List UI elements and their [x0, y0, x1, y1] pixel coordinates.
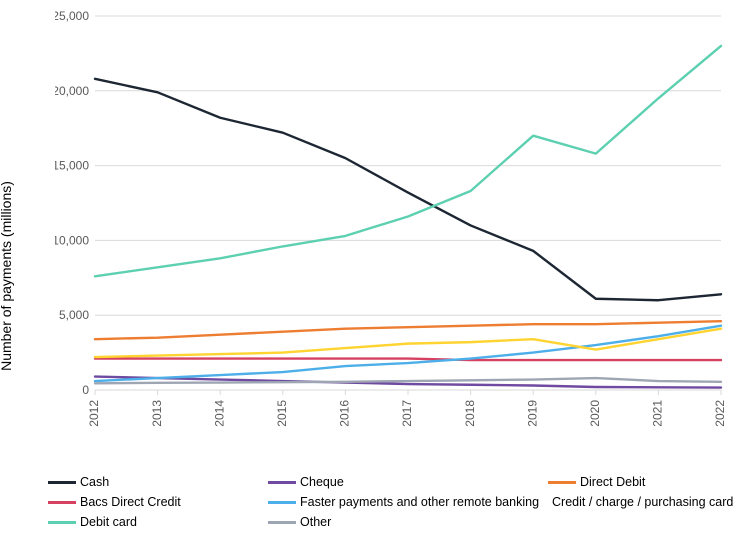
- legend-swatch: [268, 481, 296, 484]
- y-tick-label: 15,000: [55, 159, 89, 173]
- legend-label: Cheque: [300, 475, 344, 489]
- legend-item: Credit / charge / purchasing card: [548, 495, 728, 509]
- legend-item: Debit card: [48, 515, 268, 529]
- x-tick-label: 2015: [275, 400, 289, 427]
- x-tick-label: 2022: [713, 400, 727, 427]
- x-tick-label: 2016: [338, 400, 352, 427]
- legend-item: Cash: [48, 475, 268, 489]
- plot-area: 0 5,000 10,000 15,000 20,000 25,000 2012 2013 20…: [55, 10, 731, 440]
- x-tick-label: 2013: [150, 400, 164, 427]
- legend-swatch: [268, 501, 296, 504]
- legend-swatch: [548, 481, 576, 484]
- legend-label: Debit card: [80, 515, 137, 529]
- legend-swatch: [48, 521, 76, 524]
- x-tick-label: 2021: [651, 400, 665, 427]
- x-tick-label: 2019: [525, 400, 539, 427]
- legend-label: Bacs Direct Credit: [80, 495, 181, 509]
- y-tick-label: 25,000: [55, 10, 89, 23]
- x-tick-label: 2020: [588, 400, 602, 427]
- x-tick-label: 2017: [400, 400, 414, 427]
- chart-container: Number of payments (millions) 0 5,000 10,0…: [0, 0, 742, 551]
- legend-swatch: [48, 501, 76, 504]
- legend-item: Cheque: [268, 475, 548, 489]
- y-tick-label: 20,000: [55, 84, 89, 98]
- x-tick-label: 2012: [87, 400, 101, 427]
- legend-label: Other: [300, 515, 331, 529]
- y-tick-label: 0: [82, 383, 89, 397]
- legend-swatch: [268, 521, 296, 524]
- y-axis-label: Number of payments (millions): [0, 181, 14, 371]
- legend-item: Direct Debit: [548, 475, 728, 489]
- y-tick-label: 5,000: [59, 308, 89, 322]
- chart-svg: 0 5,000 10,000 15,000 20,000 25,000 2012 2013 20…: [55, 10, 731, 440]
- legend-label: Cash: [80, 475, 109, 489]
- legend-item: Bacs Direct Credit: [48, 495, 268, 509]
- legend-item: Faster payments and other remote banking: [268, 495, 548, 509]
- x-tick-label: 2018: [463, 400, 477, 427]
- y-tick-label: 10,000: [55, 233, 89, 247]
- x-tick-label: 2014: [212, 400, 226, 427]
- legend-label: Faster payments and other remote banking: [300, 495, 539, 509]
- legend-label: Credit / charge / purchasing card: [552, 495, 733, 509]
- legend-swatch: [48, 481, 76, 484]
- legend: Cash Cheque Direct Debit Bacs Direct Credit…: [48, 475, 728, 529]
- legend-label: Direct Debit: [580, 475, 645, 489]
- legend-item: Other: [268, 515, 548, 529]
